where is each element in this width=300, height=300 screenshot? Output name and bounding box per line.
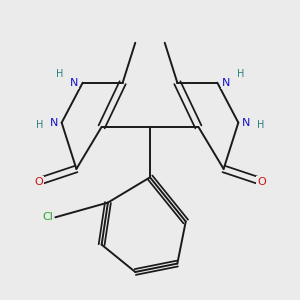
Text: N: N [221, 78, 230, 88]
Text: H: H [36, 120, 44, 130]
Text: H: H [237, 69, 244, 79]
Text: N: N [50, 118, 58, 128]
Text: N: N [70, 78, 79, 88]
Text: H: H [56, 69, 63, 79]
Text: O: O [34, 176, 43, 187]
Text: H: H [256, 120, 264, 130]
Text: N: N [242, 118, 250, 128]
Text: O: O [257, 176, 266, 187]
Text: Cl: Cl [42, 212, 53, 222]
